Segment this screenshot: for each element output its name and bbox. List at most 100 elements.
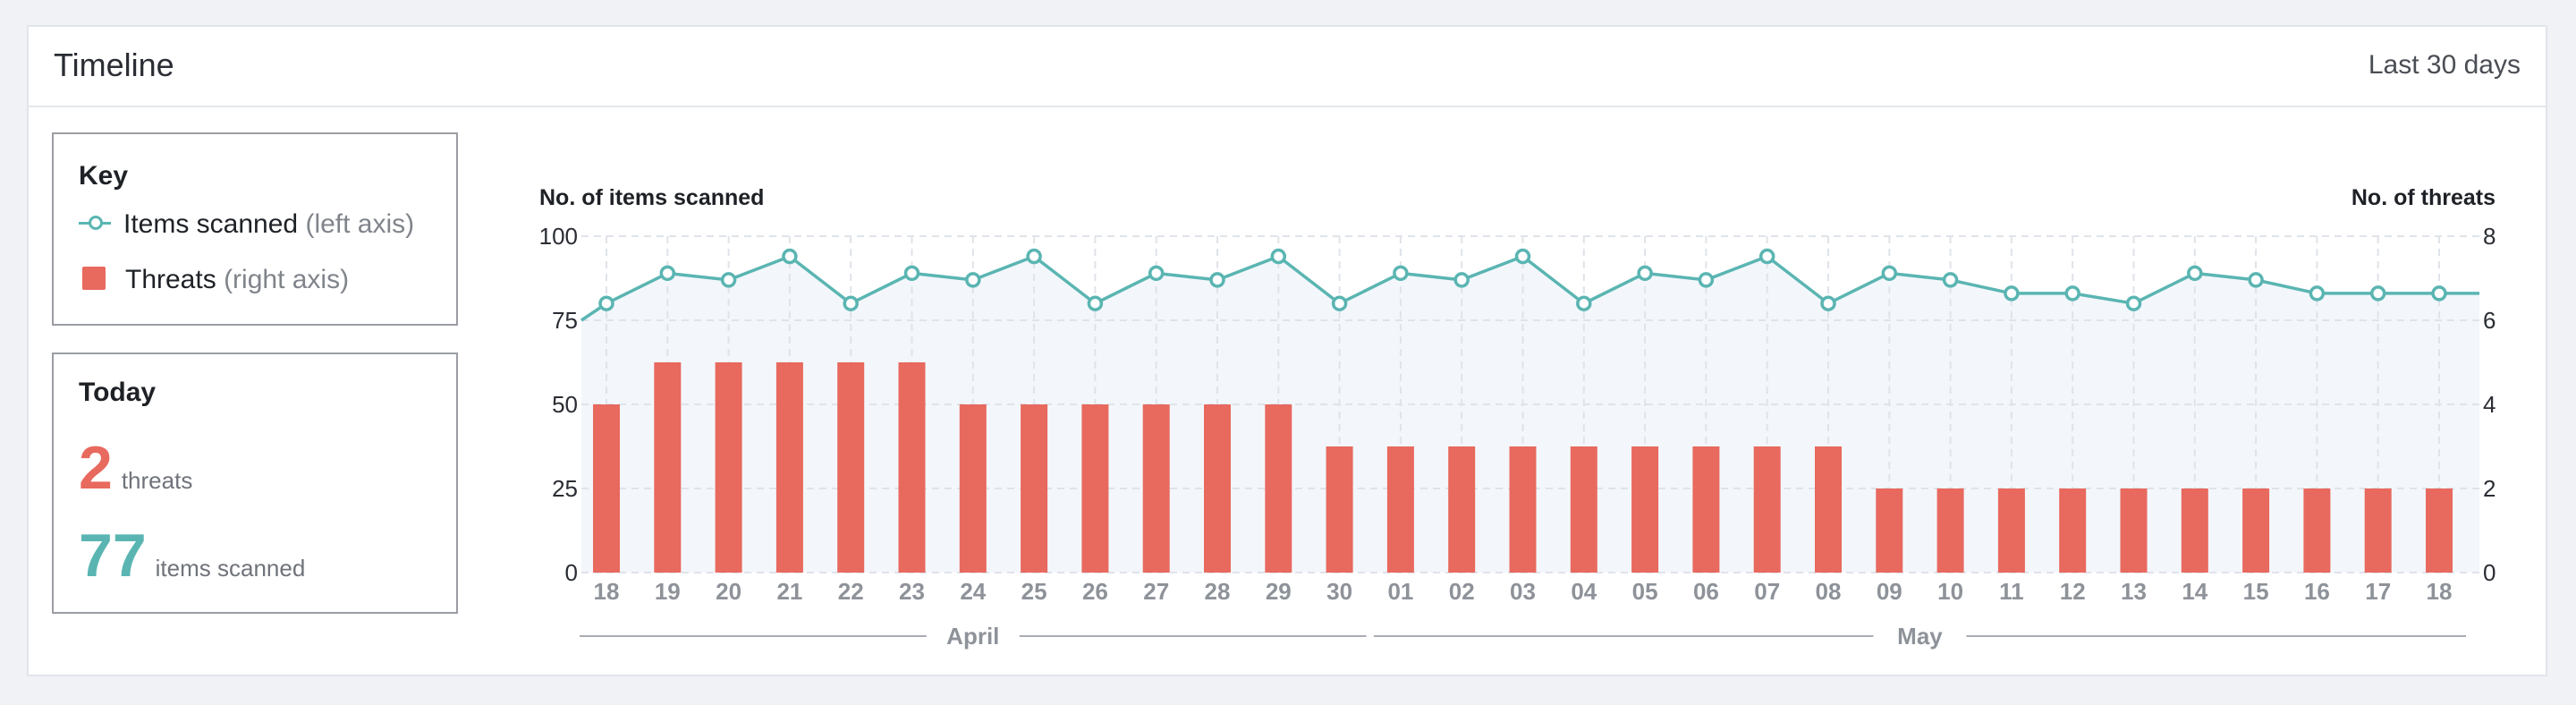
x-tick-label: 17 [2365, 578, 2391, 605]
threat-bar [1265, 404, 1292, 573]
right-tick-label: 8 [2483, 223, 2496, 250]
left-tick-label: 50 [552, 391, 578, 418]
legend-threats: Threats (right axis) [79, 265, 349, 295]
today-threats-label: threats [121, 467, 193, 494]
x-tick-label: 26 [1082, 578, 1108, 605]
threat-bar [1326, 446, 1353, 573]
items-point [2064, 285, 2080, 302]
threat-bar [1692, 446, 1720, 573]
items-point [2248, 272, 2264, 288]
key-box: Key Items scanned (left axis) Threats (r… [52, 132, 458, 326]
items-point [843, 295, 859, 311]
right-tick-label: 6 [2483, 307, 2496, 334]
threat-bar [1386, 446, 1414, 573]
x-tick-label: 13 [2121, 578, 2147, 605]
today-items-stat: 77 items scanned [79, 521, 305, 590]
threat-bar [715, 362, 742, 573]
month-label: April [946, 623, 999, 650]
items-point [1087, 295, 1104, 311]
threat-bar [775, 362, 803, 573]
x-tick-label: 05 [1632, 578, 1658, 605]
items-point [1331, 295, 1348, 311]
left-tick-label: 25 [552, 475, 578, 502]
threat-bar [593, 404, 620, 573]
threat-bar [1081, 404, 1109, 573]
items-point [2004, 285, 2020, 302]
x-tick-label: 18 [2427, 578, 2453, 605]
left-tick-label: 75 [552, 307, 578, 334]
threat-bar [837, 362, 865, 573]
x-tick-label: 11 [1999, 578, 2024, 605]
key-title: Key [79, 161, 129, 191]
x-tick-label: 28 [1205, 578, 1231, 605]
threat-bar [898, 362, 926, 573]
items-point [2187, 265, 2203, 282]
right-axis-label: No. of threats [2351, 185, 2496, 210]
today-threats-stat: 2 threats [79, 433, 192, 503]
items-point [1270, 248, 1287, 265]
items-point [1026, 248, 1042, 265]
right-tick-label: 0 [2483, 559, 2496, 586]
x-tick-label: 22 [838, 578, 864, 605]
x-tick-label: 30 [1326, 578, 1352, 605]
items-point [1576, 295, 1592, 311]
month-label: May [1897, 623, 1943, 650]
items-point [2431, 285, 2447, 302]
x-tick-label: 02 [1449, 578, 1475, 605]
today-box: Today 2 threats 77 items scanned [52, 352, 458, 614]
legend-threats-label: Threats [125, 265, 216, 294]
threat-bar [1753, 446, 1781, 573]
threat-bar [2242, 488, 2270, 573]
threat-bar [1142, 404, 1170, 573]
threat-bar [2364, 488, 2392, 573]
threat-bar [959, 404, 987, 573]
threat-bar [1631, 446, 1659, 573]
today-title: Today [79, 378, 157, 407]
bar-swatch-icon [82, 267, 106, 291]
legend-items-scanned: Items scanned (left axis) [79, 209, 414, 240]
items-point [1758, 248, 1775, 265]
x-tick-label: 09 [1877, 578, 1902, 605]
items-point [1637, 265, 1653, 282]
today-threats-value: 2 [79, 434, 113, 502]
x-tick-label: 24 [960, 578, 986, 605]
items-point [965, 272, 981, 288]
threat-bar [1876, 488, 1903, 573]
x-tick-label: 29 [1266, 578, 1292, 605]
items-point [1453, 272, 1470, 288]
today-items-value: 77 [79, 522, 147, 590]
threat-bar [654, 362, 682, 573]
x-tick-label: 27 [1143, 578, 1169, 605]
items-point [1209, 272, 1225, 288]
items-point [2369, 285, 2386, 302]
threat-bar [1936, 488, 1964, 573]
left-tick-label: 0 [565, 559, 578, 586]
items-point [1514, 248, 1531, 265]
x-tick-label: 10 [1937, 578, 1963, 605]
threat-bar [1997, 488, 2025, 573]
threat-bar [2059, 488, 2087, 573]
x-tick-label: 16 [2304, 578, 2330, 605]
threat-bar [1509, 446, 1537, 573]
items-point [782, 248, 798, 265]
x-tick-label: 12 [2060, 578, 2086, 605]
x-tick-label: 01 [1387, 578, 1413, 605]
x-tick-label: 03 [1510, 578, 1536, 605]
items-point [1698, 272, 1715, 288]
items-point [720, 272, 737, 288]
x-tick-label: 23 [899, 578, 925, 605]
left-axis-label: No. of items scanned [539, 185, 764, 210]
items-point [659, 265, 676, 282]
x-tick-label: 21 [776, 578, 802, 605]
x-tick-label: 25 [1021, 578, 1047, 605]
x-tick-label: 18 [594, 578, 620, 605]
threat-bar [2426, 488, 2453, 573]
panel-title: Timeline [54, 47, 174, 83]
panel-header: Timeline Last 30 days [29, 27, 2546, 107]
threat-bar [1204, 404, 1231, 573]
items-point [2309, 285, 2326, 302]
right-tick-label: 2 [2483, 475, 2496, 502]
threat-bar [2181, 488, 2208, 573]
date-range-label[interactable]: Last 30 days [2368, 50, 2521, 80]
